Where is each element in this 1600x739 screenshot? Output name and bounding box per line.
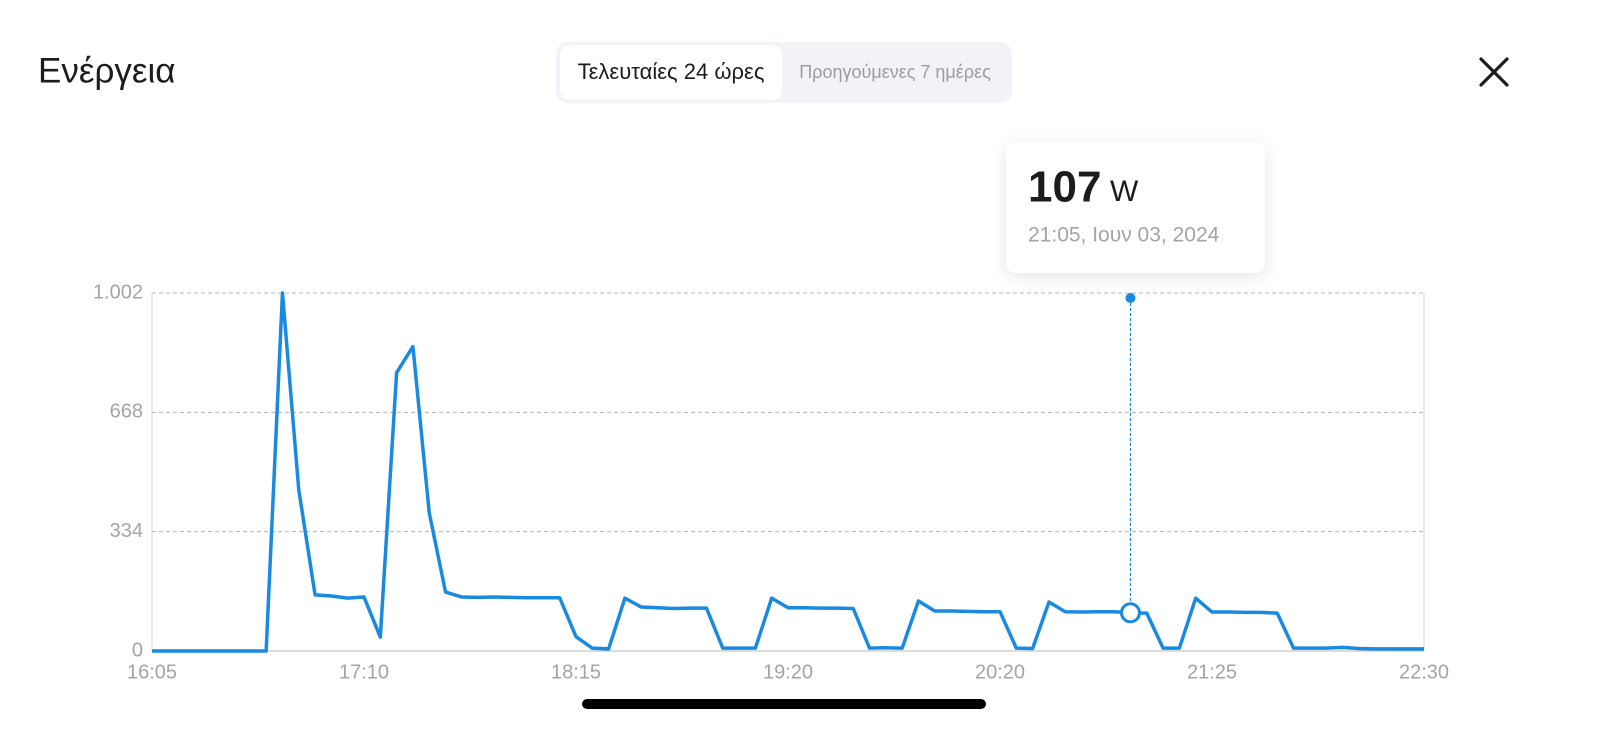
x-tick-label: 22:30 xyxy=(1399,661,1449,683)
tabs: Τελευταίες 24 ώρες Προηγούμενες 7 ημέρες xyxy=(560,45,991,100)
y-tick-label: 668 xyxy=(110,401,143,423)
tooltip-value: 107 xyxy=(1028,163,1101,212)
highlight-point xyxy=(1119,602,1141,624)
tooltip-anchor xyxy=(1125,293,1136,303)
x-tick-label: 17:10 xyxy=(339,661,389,683)
tab-active-bg xyxy=(560,45,782,100)
x-tick-label: 20:20 xyxy=(975,661,1025,683)
tooltip-unit: W xyxy=(1110,175,1139,208)
home-indicator xyxy=(582,699,986,709)
x-tick-label: 16:05 xyxy=(127,661,177,683)
tab-label[interactable]: Τελευταίες 24 ώρες xyxy=(578,59,765,84)
chart: 0 334 668 1.002 16:05 17:10 18:15 19:20 20:20 21:… xyxy=(93,281,1449,683)
x-tick-label: 19:20 xyxy=(763,661,813,683)
x-tick-label: 21:25 xyxy=(1187,661,1237,683)
tooltip-date: 21:05, Ιουν 03, 2024 xyxy=(1028,224,1220,247)
tooltip: 107 W 21:05, Ιουν 03, 2024 xyxy=(1006,142,1265,273)
close-button[interactable] xyxy=(1479,57,1509,87)
y-tick-label: 1.002 xyxy=(93,281,143,303)
y-tick-label: 0 xyxy=(132,639,143,661)
page-title: Ενέργεια xyxy=(38,51,175,90)
close-icon xyxy=(1479,57,1509,87)
tooltip-box xyxy=(1006,142,1265,273)
tab-label[interactable]: Προηγούμενες 7 ημέρες xyxy=(799,62,991,82)
x-tick-label: 18:15 xyxy=(551,661,601,683)
y-tick-label: 334 xyxy=(110,520,143,542)
data-line xyxy=(152,291,1424,653)
